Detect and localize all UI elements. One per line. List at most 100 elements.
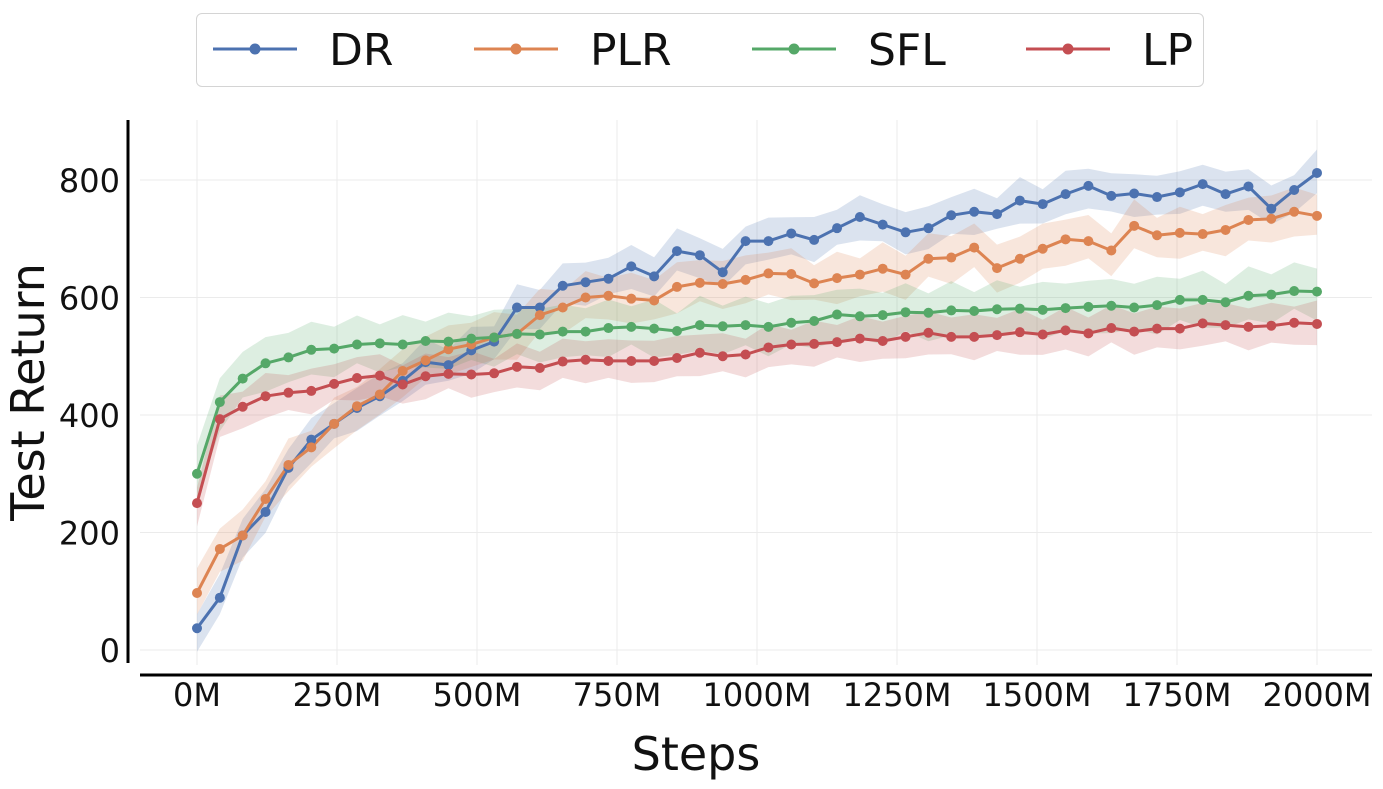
point-sfl: [694, 320, 705, 331]
point-sfl: [534, 329, 545, 340]
point-lp: [1197, 318, 1208, 329]
x-tick-label: 2000M: [1262, 676, 1371, 714]
point-lp: [534, 363, 545, 373]
point-dr: [786, 228, 797, 239]
y-tick-label: 200: [59, 515, 120, 553]
y-tick-label: 400: [59, 397, 120, 435]
point-sfl: [1037, 304, 1048, 315]
point-sfl: [649, 323, 660, 334]
point-plr: [786, 269, 797, 279]
legend-label-lp: LP: [1142, 25, 1194, 76]
point-sfl: [969, 306, 980, 317]
point-lp: [626, 355, 637, 366]
point-lp: [1106, 323, 1117, 334]
point-sfl: [237, 373, 248, 384]
point-dr: [923, 223, 934, 234]
point-plr: [580, 292, 591, 303]
point-sfl: [489, 332, 500, 343]
point-sfl: [351, 339, 362, 350]
point-lp: [1152, 323, 1163, 334]
point-sfl: [1243, 290, 1254, 301]
point-sfl: [443, 336, 454, 347]
point-dr: [671, 246, 682, 257]
point-sfl: [1129, 302, 1140, 313]
point-dr: [854, 212, 865, 223]
point-sfl: [260, 358, 271, 369]
point-plr: [420, 355, 431, 366]
point-lp: [923, 327, 934, 338]
point-lp: [466, 369, 477, 380]
point-lp: [1037, 329, 1048, 340]
point-sfl: [626, 321, 637, 332]
point-plr: [1060, 234, 1071, 245]
point-dr: [1129, 188, 1140, 199]
point-dr: [192, 623, 202, 634]
legend-marker-dr: [213, 43, 297, 55]
point-plr: [1106, 245, 1117, 256]
point-dr: [900, 227, 911, 238]
point-sfl: [786, 317, 797, 328]
point-plr: [740, 274, 751, 285]
point-lp: [1243, 321, 1254, 332]
point-lp: [420, 371, 431, 382]
point-sfl: [466, 333, 477, 344]
legend-label-dr: DR: [329, 25, 394, 76]
point-plr: [374, 389, 385, 400]
point-dr: [763, 236, 774, 247]
point-plr: [694, 277, 705, 288]
point-lp: [1312, 318, 1322, 329]
point-plr: [923, 253, 934, 264]
band-lp: [197, 300, 1317, 527]
point-lp: [397, 379, 408, 390]
point-dr: [809, 234, 820, 245]
point-plr: [237, 530, 248, 541]
x-tick-label: 500M: [433, 676, 522, 714]
point-sfl: [740, 320, 751, 331]
point-lp: [329, 378, 340, 389]
point-dr: [306, 434, 317, 445]
point-plr: [649, 295, 660, 306]
point-plr: [1243, 214, 1254, 225]
point-lp: [946, 331, 957, 342]
y-axis-title: Test Return: [1, 263, 55, 522]
legend-marker-plr: [474, 43, 558, 55]
point-dr: [832, 223, 843, 234]
point-plr: [603, 290, 614, 301]
point-dr: [443, 360, 454, 371]
point-sfl: [374, 338, 385, 349]
point-lp: [763, 342, 774, 353]
point-plr: [1083, 236, 1094, 247]
point-lp: [671, 353, 682, 364]
point-dr: [557, 280, 568, 291]
point-lp: [1083, 328, 1094, 339]
line-plr: [195, 210, 1318, 594]
point-lp: [1060, 325, 1071, 336]
legend-label-plr: PLR: [590, 25, 672, 76]
point-dr: [1220, 189, 1231, 200]
point-sfl: [1106, 300, 1117, 311]
point-plr: [1152, 230, 1163, 241]
point-plr: [1129, 220, 1140, 231]
point-sfl: [763, 321, 774, 332]
point-lp: [306, 385, 317, 396]
point-sfl: [717, 321, 728, 332]
point-dr: [717, 267, 728, 278]
point-dr: [1174, 187, 1185, 198]
point-lp: [237, 401, 248, 412]
point-sfl: [946, 305, 957, 316]
point-lp: [809, 338, 820, 349]
point-dr: [626, 261, 637, 272]
point-sfl: [1014, 303, 1025, 314]
point-dr: [969, 206, 980, 217]
point-lp: [260, 391, 271, 402]
point-lp: [992, 330, 1003, 341]
point-dr: [603, 273, 614, 284]
point-lp: [557, 356, 568, 367]
x-tick-label: 750M: [573, 676, 662, 714]
point-sfl: [580, 326, 591, 337]
point-sfl: [832, 309, 843, 320]
point-sfl: [1060, 303, 1071, 314]
point-plr: [1197, 229, 1208, 240]
point-plr: [260, 494, 271, 505]
legend-label-sfl: SFL: [868, 25, 946, 76]
